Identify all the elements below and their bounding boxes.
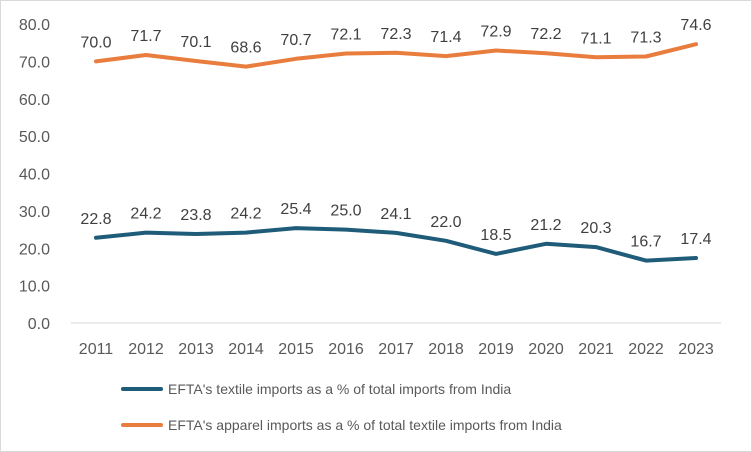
x-tick-label: 2015 [278,341,314,358]
series-line-1 [94,226,698,263]
data-label: 68.6 [230,40,261,57]
data-label: 72.1 [330,27,361,44]
data-label: 72.2 [530,26,561,43]
x-tick-label: 2023 [678,341,714,358]
legend: EFTA's textile imports as a % of total i… [121,381,562,433]
legend-label-2: EFTA's apparel imports as a % of total t… [168,417,562,433]
data-label: 20.3 [580,220,611,237]
data-label: 74.6 [680,17,711,34]
data-label: 70.1 [180,34,211,51]
x-tick-label: 2020 [528,341,564,358]
data-label: 24.1 [380,206,411,223]
x-tick-label: 2017 [378,341,414,358]
legend-label-1: EFTA's textile imports as a % of total i… [168,381,511,397]
x-tick-label: 2012 [128,341,164,358]
x-tick-label: 2011 [79,341,114,358]
data-label: 22.0 [430,214,461,231]
data-label: 22.8 [80,211,111,228]
x-tick-label: 2018 [428,341,464,358]
data-label: 18.5 [480,227,511,244]
y-tick-label: 60.0 [19,92,50,109]
data-label: 21.2 [530,217,561,234]
data-label: 70.0 [80,34,111,51]
data-label: 23.8 [180,207,211,224]
y-tick-label: 0.0 [28,316,50,333]
y-tick-label: 50.0 [19,129,50,146]
x-tick-label: 2016 [328,341,364,358]
x-tick-label: 2013 [178,341,214,358]
data-label: 71.7 [130,28,161,45]
data-label: 70.7 [280,32,311,49]
data-label: 16.7 [630,234,661,251]
series-layer: 22.8 24.2 23.8 24.2 25.4 25.0 24.1 22.0 18.5 21.2… [80,17,712,263]
y-tick-label: 70.0 [19,54,50,71]
y-axis: 0.0 10.0 20.0 30.0 40.0 50.0 60.0 70.0 80.0 [19,17,50,333]
y-tick-label: 20.0 [19,241,50,258]
series-line-2 [94,42,698,69]
data-label: 24.2 [130,206,161,223]
x-tick-label: 2022 [628,341,664,358]
data-label: 71.1 [580,30,611,47]
y-tick-label: 10.0 [19,279,50,296]
data-label: 71.3 [630,30,661,47]
y-tick-label: 80.0 [19,17,50,34]
y-tick-label: 30.0 [19,204,50,221]
data-label: 71.4 [430,29,461,46]
x-tick-label: 2019 [478,341,514,358]
data-label: 72.9 [480,24,511,41]
y-tick-label: 40.0 [19,167,50,184]
x-axis: 2011 2012 2013 2014 2015 2016 2017 2018 2019 2020… [71,322,721,358]
data-label: 24.2 [230,206,261,223]
x-tick-label: 2021 [578,341,614,358]
x-tick-label: 2014 [228,341,264,358]
data-label: 17.4 [680,231,711,248]
data-label: 25.0 [330,203,361,220]
data-label: 72.3 [380,26,411,43]
data-label: 25.4 [280,201,311,218]
